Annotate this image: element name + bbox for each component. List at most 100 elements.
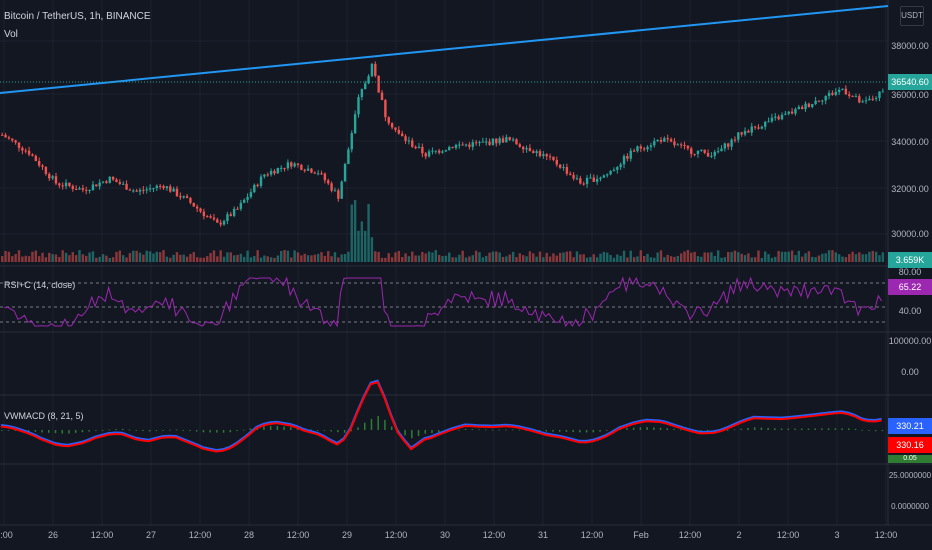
volume-bar [464,257,468,262]
volume-bar [501,256,505,262]
volume-bar [824,253,827,262]
candle-body [713,151,716,156]
volume-bar [421,251,424,262]
candle-body [41,165,44,168]
candle-body [239,202,243,209]
histogram-bar [774,428,776,430]
histogram-bar [377,416,379,430]
volume-bar [296,252,300,262]
histogram-bar [787,428,790,430]
histogram-bar [565,430,568,432]
histogram-bar [323,430,326,431]
volume-bar [720,257,723,262]
volume-bar [34,250,38,262]
volume-bar [91,251,95,262]
histogram-bar [48,430,50,433]
candle-body [182,196,185,198]
volume-bar [595,257,599,262]
histogram-bar [478,429,480,431]
volume-bar [185,256,189,262]
candle-body [78,188,81,190]
candle-body [209,216,212,218]
volume-bar [37,256,41,262]
trendline [0,5,889,94]
candle-body [179,196,182,198]
volume-bar [320,252,323,262]
volume-bar [515,257,518,262]
candle-body [34,155,38,162]
volume-bar [58,256,61,262]
candle-body [380,92,384,101]
candle-body [364,83,367,90]
candle-body [145,189,148,191]
volume-bar [774,256,777,262]
candle-body [518,144,522,147]
volume-bar [528,251,532,262]
volume-bar [737,252,740,262]
rsi-legend[interactable]: RSI+C (14, close) [4,280,76,290]
candle-body [300,164,303,170]
candle-body [165,186,169,189]
candle-body [424,153,427,157]
volume-bar [290,257,293,262]
candle-body [690,148,693,154]
candle-body [871,98,874,100]
candle-body [565,167,569,174]
volume-bar [374,251,377,262]
candle-body [693,153,696,155]
histogram-bar [511,429,514,431]
volume-bar [747,253,750,262]
candle-body [256,184,259,186]
volume-bar [784,251,787,262]
volume-bar [162,250,165,262]
volume-bar [61,250,64,262]
candle-body [290,162,293,167]
price-tick: 32000.00 [891,184,929,194]
volume-bar [111,257,115,262]
volume-bar [629,250,632,262]
candle-body [528,148,532,152]
symbol-title[interactable]: Bitcoin / TetherUS, 1h, BINANCE [4,11,151,22]
candle-body [175,188,179,197]
candle-body [404,136,407,141]
candle-body [760,126,764,129]
candle-body [195,206,199,209]
candle-body [350,133,353,150]
volume-bar [417,255,421,262]
candle-body [310,168,313,173]
volume-bar [437,254,441,262]
histogram-bar [545,430,548,432]
histogram-bar [404,430,406,436]
candle-body [535,151,538,154]
candle-body [821,100,824,102]
candle-body [807,103,811,107]
histogram-bar [81,430,84,433]
time-tick: 12:00 [776,530,800,540]
volume-bar [81,254,85,262]
volume-bar [511,251,515,262]
candle-body [353,114,357,134]
volume-bar [868,251,871,262]
volume-bar [763,251,767,262]
volume-bar [548,256,552,262]
volume-bar [269,257,273,262]
histogram-bar [518,429,521,431]
candle-body [414,146,417,149]
currency-button[interactable]: USDT [900,6,924,26]
volume-bar [85,255,88,262]
candle-body [854,96,858,98]
volume-bar [851,251,854,262]
volume-bar [279,251,283,262]
candle-body [128,189,132,191]
volume-bar [881,252,885,262]
candle-body [51,176,54,179]
candle-body [837,89,841,92]
vwmacd-legend[interactable]: VWMACD (8, 21, 5) [4,411,84,421]
time-tick: 28 [243,530,255,540]
histogram-bar [874,430,877,432]
volume-bar [787,251,790,262]
candle-body [733,139,737,141]
candle-body [71,185,74,190]
time-tick: 2:00 [0,530,13,540]
